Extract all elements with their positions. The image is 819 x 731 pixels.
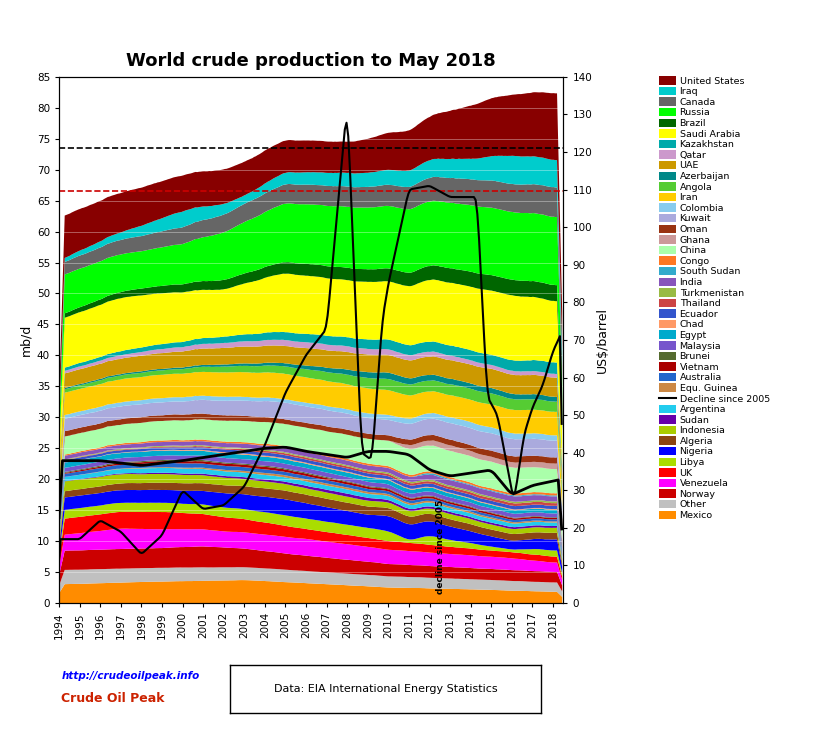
Text: Data: EIA International Energy Statistics: Data: EIA International Energy Statistic… [274,684,496,694]
Legend: United States, Iraq, Canada, Russia, Brazil, Saudi Arabia, Kazakhstan, Qatar, UA: United States, Iraq, Canada, Russia, Bra… [658,76,769,520]
Y-axis label: mb/d: mb/d [20,324,33,356]
Title: World crude production to May 2018: World crude production to May 2018 [126,52,495,69]
Text: decline since 2005: decline since 2005 [436,499,445,594]
Y-axis label: US$/barrel: US$/barrel [595,307,609,373]
Text: Crude Oil Peak: Crude Oil Peak [61,692,165,705]
Text: http://crudeoilpeak.info: http://crudeoilpeak.info [61,671,200,681]
